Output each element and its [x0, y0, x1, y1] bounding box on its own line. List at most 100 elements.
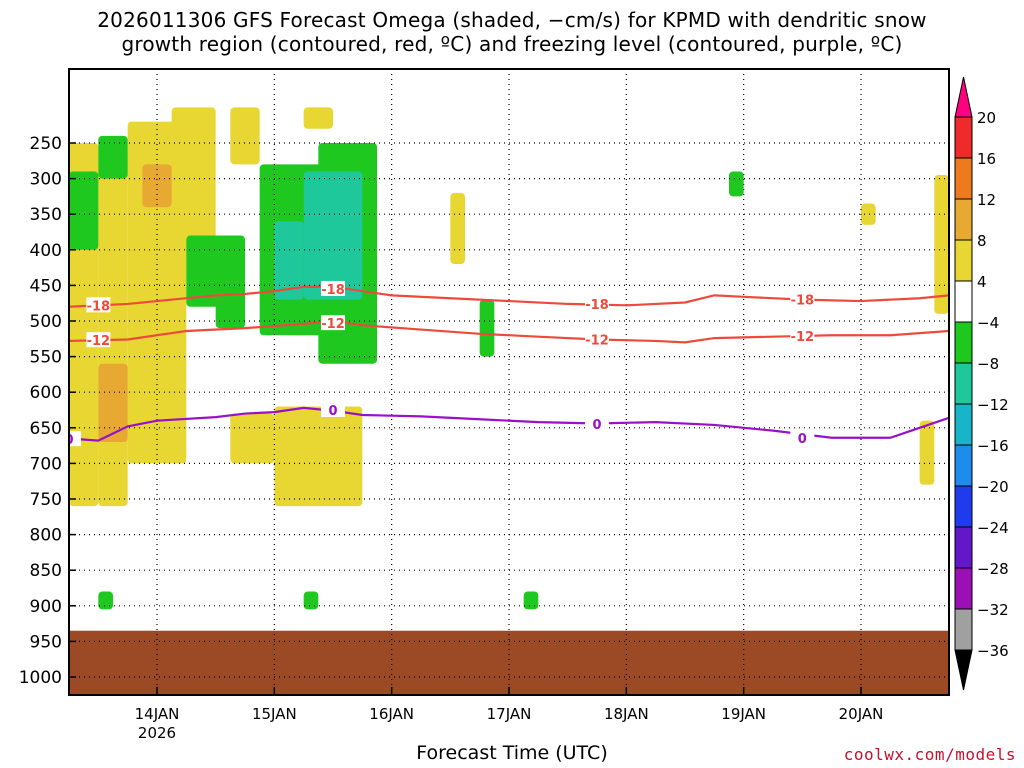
contour-line--18: [69, 285, 949, 308]
chart-title-line-2: growth region (contoured, red, ºC) and f…: [121, 32, 903, 56]
chart-title-line-1: 2026011306 GFS Forecast Omega (shaded, −…: [97, 8, 927, 32]
omega-shade-region: [127, 121, 187, 464]
omega-shade-region: [303, 171, 363, 300]
contour-label-bg: [321, 315, 345, 331]
colorbar-label: 20: [977, 109, 996, 127]
colorbar-bottom-arrow: [954, 649, 973, 691]
omega-shade-region: [523, 591, 539, 610]
y-tick-label: 300: [30, 170, 62, 190]
colorbar-label: −16: [977, 437, 1009, 455]
omega-shade-region: [171, 107, 216, 257]
colorbar-label: −36: [977, 642, 1009, 660]
x-tick-label: 14JAN: [135, 705, 180, 723]
contour-label-bg: [585, 331, 609, 347]
y-tick-label: 550: [30, 348, 62, 368]
contour-line--12: [69, 319, 949, 344]
omega-shade-region: [98, 135, 128, 179]
omega-shade-region: [98, 363, 128, 443]
omega-shade-region: [303, 107, 333, 129]
colorbar-swatch: [954, 239, 973, 282]
omega-shade-region: [274, 406, 363, 507]
colorbar-swatch: [954, 321, 973, 364]
contour-lines: -18 -18 -18 -18 -12 -12 -12 -12 0 0 0 0: [64, 280, 949, 448]
y-tick-label: 800: [30, 526, 62, 546]
contour-label-bg: [790, 327, 815, 343]
y-tick-label: 700: [30, 454, 62, 474]
contour-label-bg: [585, 295, 609, 311]
colorbar-label: −4: [977, 314, 999, 332]
omega-shade-region: [230, 107, 260, 165]
y-tick-label: 250: [30, 134, 62, 154]
y-tick-label: 900: [30, 597, 62, 617]
x-tick-label: 19JAN: [721, 705, 766, 723]
omega-shade-region: [230, 413, 275, 464]
y-tick-label: 350: [30, 205, 62, 225]
colorbar-swatch: [954, 485, 973, 528]
colorbar-label: −8: [977, 355, 999, 373]
y-tick-label: 850: [30, 561, 62, 581]
contour-label: -12: [791, 330, 815, 345]
omega-shade-region: [450, 192, 465, 265]
colorbar-swatch: [954, 280, 973, 323]
y-tick-label: 750: [30, 490, 62, 510]
contour-label: 0: [328, 404, 337, 419]
contour-label: 0: [64, 433, 73, 448]
contour-label: 0: [798, 432, 807, 447]
contour-label: -12: [585, 334, 609, 349]
omega-shade-region: [919, 420, 935, 485]
contour-label: -18: [585, 298, 609, 313]
contour-label-bg: [69, 431, 81, 447]
colorbar-swatch: [954, 362, 973, 405]
x-tick-label: 20JAN: [839, 705, 884, 723]
omega-shade-region: [98, 150, 128, 507]
contour-label: -18: [791, 294, 815, 309]
colorbar-label: −20: [977, 478, 1009, 496]
y-axis-ticks: 250 300 350 400 450 500 550 600 650 700 750 800 850 9…: [19, 134, 76, 688]
colorbar-swatch: [954, 526, 973, 569]
contour-label-bg: [790, 291, 815, 307]
grid-lines: [69, 69, 949, 695]
y-tick-label: 500: [30, 312, 62, 332]
colorbar-label: 4: [977, 273, 987, 291]
colorbar-swatch: [954, 403, 973, 446]
contour-label-bg: [321, 280, 345, 296]
contour-label: -12: [87, 334, 111, 349]
site-credit[interactable]: coolwx.com/models: [843, 745, 1016, 764]
omega-shade-region: [98, 591, 113, 610]
contour-label-bg: [321, 402, 345, 417]
y-tick-label: 450: [30, 276, 62, 296]
terrain-ground: [69, 630, 949, 695]
omega-shade-region: [479, 299, 495, 357]
omega-shade-region: [303, 591, 319, 610]
contour-label-bg: [86, 332, 111, 348]
contour-label: -18: [87, 299, 111, 314]
x-tick-label: 16JAN: [369, 705, 414, 723]
omega-shade-region: [729, 171, 744, 197]
omega-shade-region: [69, 171, 99, 250]
x-tick-label: 15JAN: [252, 705, 297, 723]
colorbar: 20 16 12 8 4 −4 −8 −12 −16 −20 −24 −28 −32 −36: [954, 76, 1009, 691]
colorbar-swatch: [954, 157, 973, 200]
omega-shade-region: [142, 164, 172, 208]
contour-label: 0: [592, 418, 601, 433]
colorbar-top-arrow: [954, 76, 973, 118]
omega-shade-region: [215, 285, 245, 329]
colorbar-label: −24: [977, 519, 1009, 537]
omega-shade-region: [934, 175, 949, 314]
y-tick-label: 650: [30, 419, 62, 439]
omega-shade-region: [274, 221, 304, 300]
colorbar-swatch: [954, 444, 973, 487]
y-tick-label: 400: [30, 241, 62, 261]
terrain-fill: [69, 630, 949, 695]
y-tick-label: 600: [30, 383, 62, 403]
contour-label-bg: [86, 297, 111, 313]
colorbar-swatch: [954, 567, 973, 610]
colorbar-label: 12: [977, 191, 996, 209]
y-tick-label: 950: [30, 632, 62, 652]
omega-shade-region: [861, 203, 876, 225]
colorbar-label: 16: [977, 150, 996, 168]
x-tick-label: 17JAN: [487, 705, 532, 723]
y-tick-label: 1000: [19, 668, 62, 688]
